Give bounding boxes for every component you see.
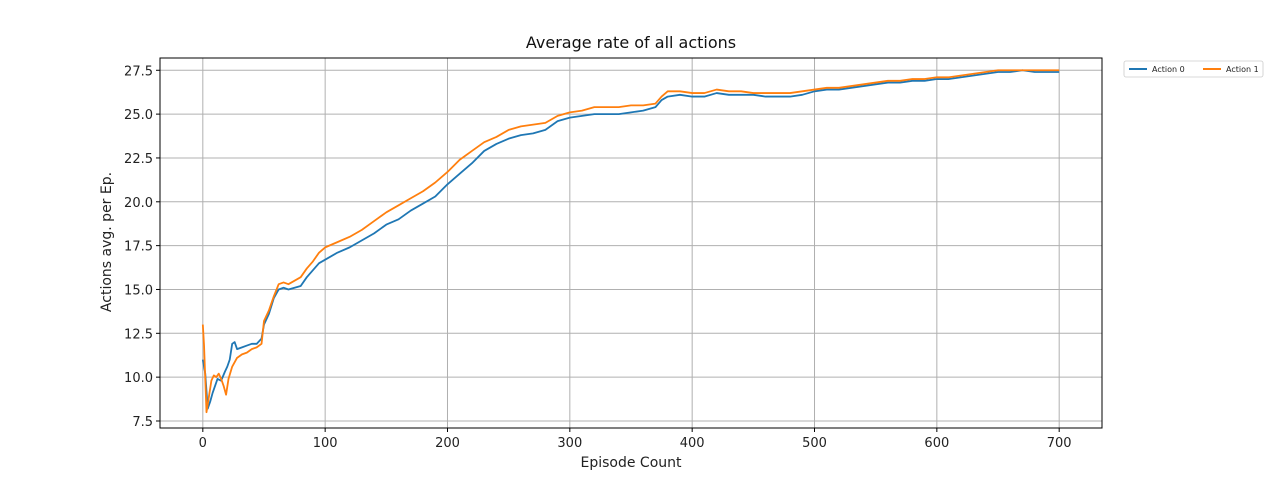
x-tick-label: 600 bbox=[924, 436, 949, 451]
y-tick-label: 25.0 bbox=[124, 108, 153, 123]
x-tick-label: 300 bbox=[557, 436, 582, 451]
x-tick-label: 200 bbox=[435, 436, 460, 451]
x-axis-ticks: 0 100 200 300 400 500 600 700 bbox=[199, 428, 1072, 451]
plot-area-frame bbox=[159, 57, 1103, 429]
x-tick-label: 400 bbox=[680, 436, 705, 451]
x-tick-label: 700 bbox=[1047, 436, 1072, 451]
y-axis-title: Actions avg. per Ep. bbox=[99, 172, 115, 312]
y-tick-label: 27.5 bbox=[124, 64, 153, 79]
legend-label-action-1: Action 1 bbox=[1226, 65, 1259, 74]
x-tick-label: 500 bbox=[802, 436, 827, 451]
series-line-action-1 bbox=[201, 69, 1060, 414]
legend-label-action-0: Action 0 bbox=[1152, 65, 1185, 74]
legend-box bbox=[1123, 60, 1264, 78]
x-axis-title: Episode Count bbox=[580, 455, 682, 471]
y-tick-label: 17.5 bbox=[124, 240, 153, 255]
y-tick-label: 7.5 bbox=[132, 415, 153, 430]
series-line-action-0 bbox=[201, 69, 1060, 410]
y-tick-label: 10.0 bbox=[124, 371, 153, 386]
y-tick-label: 20.0 bbox=[124, 196, 153, 211]
x-tick-label: 100 bbox=[313, 436, 338, 451]
y-axis-ticks: 7.5 10.0 12.5 15.0 17.5 20.0 22.5 25.0 27.5 bbox=[124, 64, 160, 430]
grid-lines bbox=[160, 58, 1102, 428]
chart-legend: Action 0 Action 1 bbox=[1123, 60, 1264, 78]
series-layer bbox=[201, 69, 1060, 414]
x-tick-label: 0 bbox=[199, 436, 207, 451]
y-tick-label: 15.0 bbox=[124, 283, 153, 298]
y-tick-label: 12.5 bbox=[124, 327, 153, 342]
y-tick-label: 22.5 bbox=[124, 152, 153, 167]
chart-title: Average rate of all actions bbox=[526, 33, 736, 52]
